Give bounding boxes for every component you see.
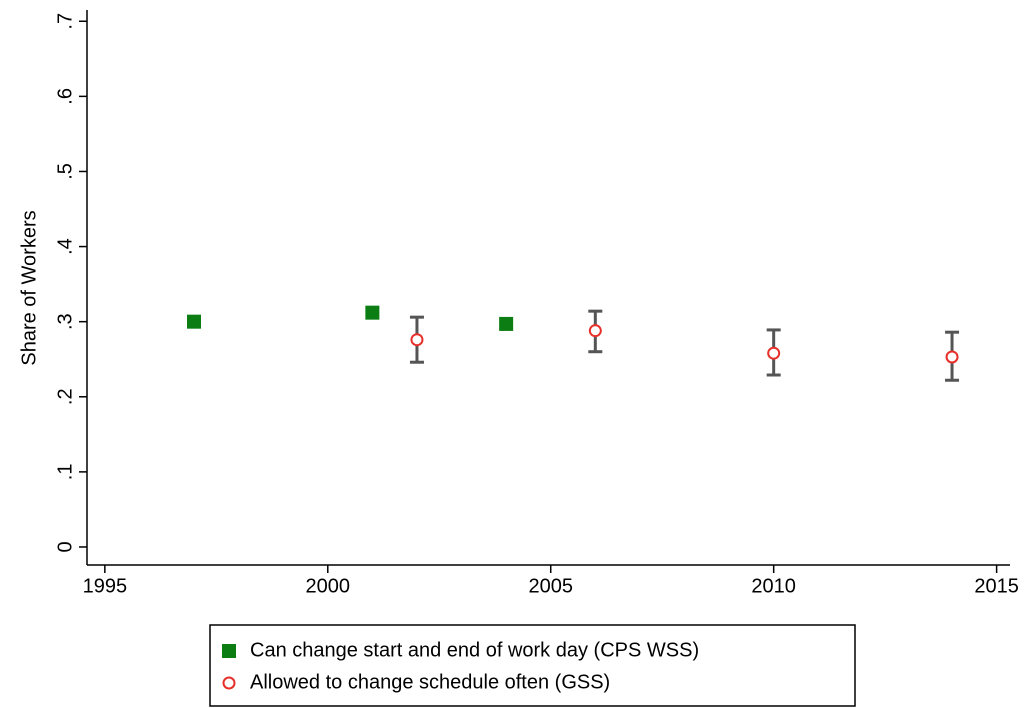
x-tick-label: 2010 <box>751 575 796 597</box>
point <box>365 305 380 320</box>
legend-box <box>209 624 856 707</box>
y-tick-label: .5 <box>54 163 76 180</box>
point <box>499 316 514 331</box>
x-tick-label: 2000 <box>306 575 351 597</box>
y-tick-label: .4 <box>54 238 76 255</box>
point <box>187 314 202 329</box>
y-axis-label: Share of Workers <box>18 210 40 365</box>
y-tick-label: 0 <box>54 541 76 552</box>
legend-label: Allowed to change schedule often (GSS) <box>250 671 610 693</box>
x-tick-label: 2015 <box>974 575 1019 597</box>
x-tick-label: 2005 <box>528 575 573 597</box>
y-tick-label: .2 <box>54 388 76 405</box>
legend-marker <box>222 644 236 658</box>
y-tick-label: .3 <box>54 313 76 330</box>
legend-label: Can change start and end of work day (CP… <box>250 639 699 661</box>
point <box>410 333 424 347</box>
y-tick-label: .1 <box>54 464 76 481</box>
legend-marker <box>222 676 236 690</box>
x-tick-label: 1995 <box>83 575 128 597</box>
point <box>945 350 959 364</box>
point <box>588 324 602 338</box>
y-tick-label: .7 <box>54 13 76 30</box>
y-tick-label: .6 <box>54 88 76 105</box>
point <box>767 346 781 360</box>
